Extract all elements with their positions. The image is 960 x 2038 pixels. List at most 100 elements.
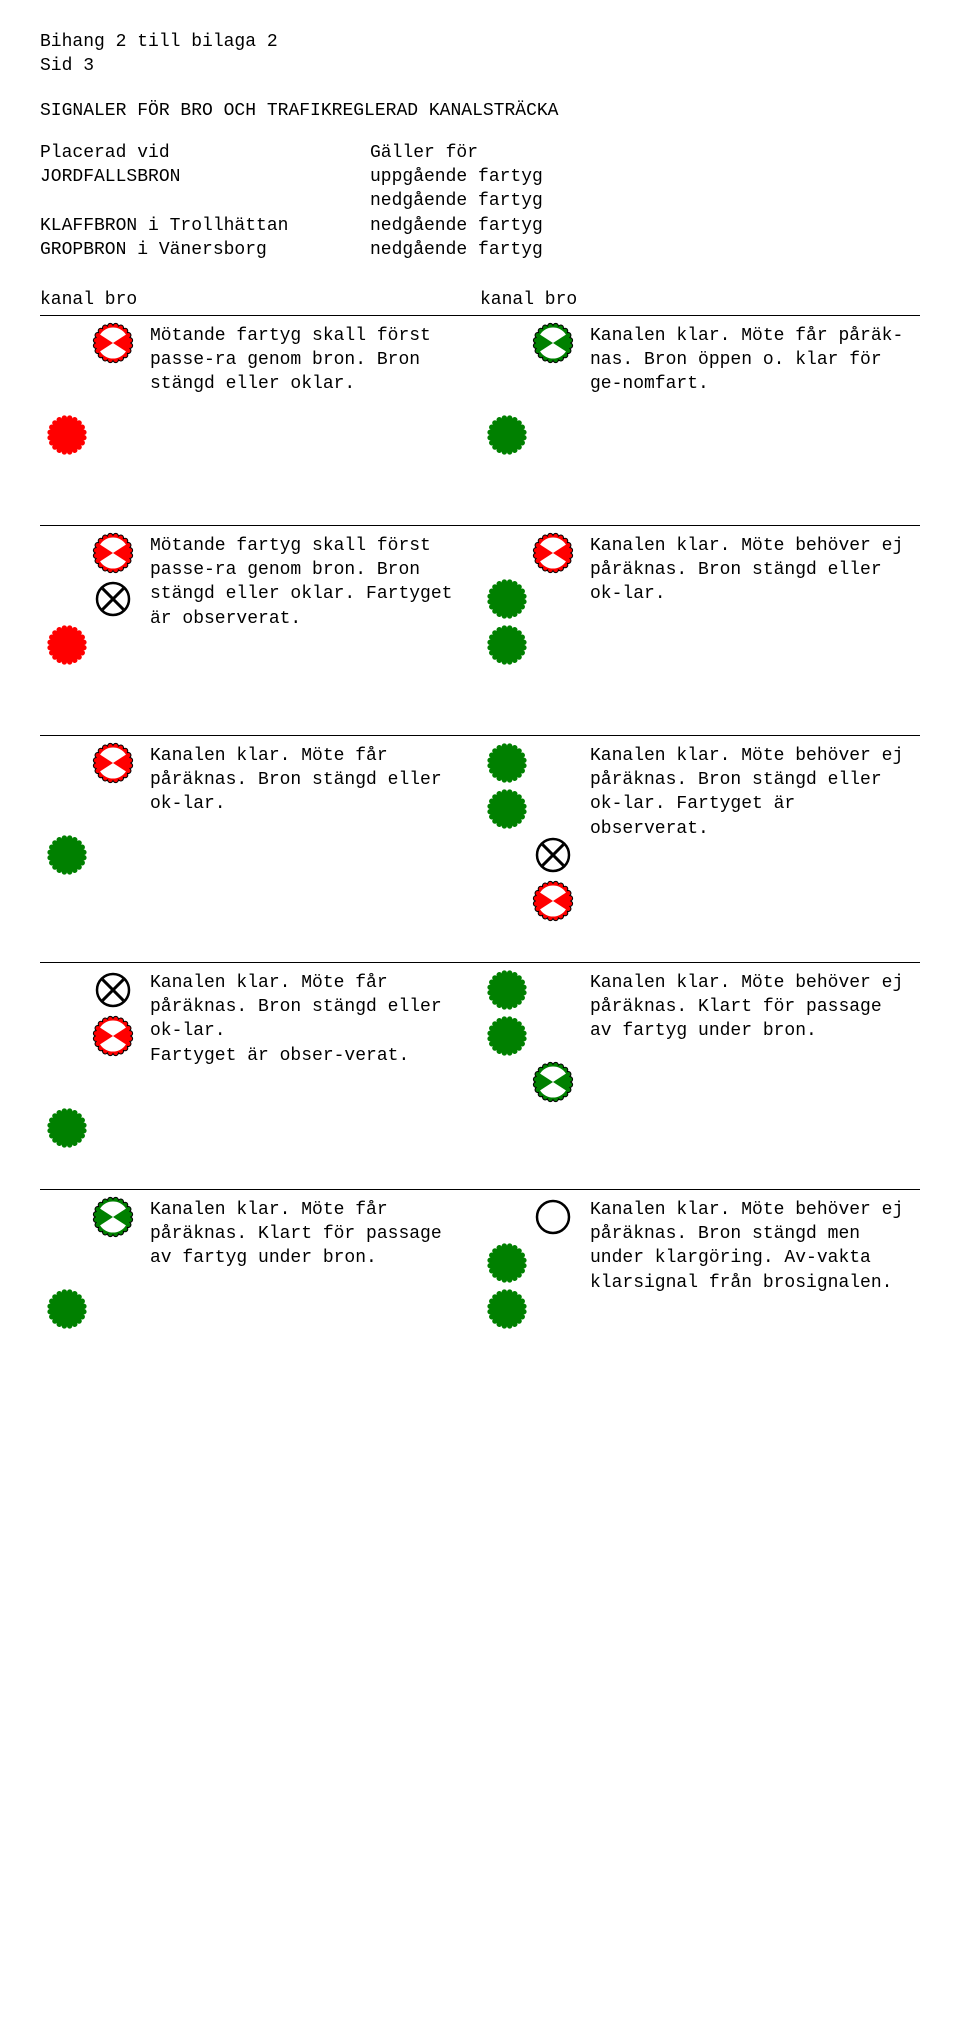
placement-right: uppgående fartyg (370, 165, 920, 189)
signal-lights (486, 1196, 586, 1330)
light-slot (532, 624, 574, 666)
light-row (486, 624, 586, 666)
light-slot (46, 368, 88, 410)
signal-cell: Kanalen klar. Möte får påräknas. Bron st… (40, 962, 480, 1189)
light-slot (92, 1107, 134, 1149)
col-header-left: kanal bro (40, 288, 480, 312)
light-row (46, 1288, 146, 1330)
light-empty-icon (92, 414, 134, 456)
light-green-solid-icon (486, 742, 528, 784)
signal-lights (486, 322, 586, 456)
bihang-line: Bihang 2 till bilaga 2 (40, 30, 920, 54)
light-white-cross-icon (92, 578, 134, 620)
light-slot (486, 788, 528, 830)
light-green-bowtie-icon (92, 1196, 134, 1238)
signal-column-headers: kanal bro kanal bro (40, 288, 920, 312)
light-empty-icon (532, 788, 574, 830)
light-slot (46, 1288, 88, 1330)
placement-col-left-header: Placerad vid (40, 141, 370, 165)
light-slot (532, 788, 574, 830)
light-slot (486, 1288, 528, 1330)
light-green-bowtie-icon (532, 322, 574, 364)
placement-right: nedgående fartyg (370, 238, 920, 262)
light-green-solid-icon (46, 834, 88, 876)
light-slot (486, 742, 528, 784)
light-empty-icon (486, 880, 528, 922)
light-empty-icon (532, 1015, 574, 1057)
light-empty-icon (92, 1242, 134, 1284)
light-slot (532, 1288, 574, 1330)
light-row (46, 414, 146, 456)
light-empty-icon (486, 532, 528, 574)
signal-cell: Kanalen klar. Möte behöver ej påräknas. … (480, 735, 920, 962)
light-slot (92, 1015, 134, 1057)
signal-cell: Mötande fartyg skall först passe-ra geno… (40, 525, 480, 735)
light-red-bowtie-icon (532, 532, 574, 574)
light-row (486, 368, 586, 410)
light-slot (92, 624, 134, 666)
light-row (46, 624, 146, 666)
signal-description: Mötande fartyg skall först passe-ra geno… (146, 322, 474, 397)
light-green-solid-icon (46, 1288, 88, 1330)
signal-description: Kanalen klar. Möte behöver ej påräknas. … (586, 742, 914, 841)
light-row (46, 368, 146, 410)
light-slot (532, 1196, 574, 1238)
light-empty-icon (532, 1288, 574, 1330)
col-header-right: kanal bro (480, 288, 920, 312)
light-green-solid-icon (486, 414, 528, 456)
light-empty-icon (92, 624, 134, 666)
light-empty-icon (486, 368, 528, 410)
light-empty-icon (532, 578, 574, 620)
light-slot (46, 532, 88, 574)
light-red-solid-icon (46, 624, 88, 666)
signal-description: Kanalen klar. Möte får påräknas. Klart f… (146, 1196, 474, 1271)
light-row (486, 578, 586, 620)
signal-description: Kanalen klar. Möte behöver ej påräknas. … (586, 1196, 914, 1295)
signal-description: Mötande fartyg skall först passe-ra geno… (146, 532, 474, 631)
signal-lights (46, 969, 146, 1149)
light-slot (486, 1061, 528, 1103)
light-white-cross-icon (532, 834, 574, 876)
light-empty-icon (532, 368, 574, 410)
placement-right: nedgående fartyg (370, 189, 920, 213)
light-slot (46, 1242, 88, 1284)
signal-cell: Kanalen klar. Möte får påräknas. Klart f… (40, 1189, 480, 1399)
signal-cell: Kanalen klar. Möte behöver ej påräknas. … (480, 1189, 920, 1399)
light-empty-icon (46, 532, 88, 574)
light-empty-icon (46, 578, 88, 620)
light-empty-icon (486, 1061, 528, 1103)
signal-lights (46, 1196, 146, 1330)
light-empty-icon (92, 788, 134, 830)
light-slot (46, 834, 88, 876)
light-slot (46, 742, 88, 784)
light-slot (532, 532, 574, 574)
light-red-bowtie-icon (532, 880, 574, 922)
light-slot (532, 1242, 574, 1284)
light-slot (46, 1015, 88, 1057)
light-slot (92, 322, 134, 364)
placement-left (40, 189, 370, 213)
signal-lights (46, 322, 146, 456)
light-row (46, 322, 146, 364)
light-slot (486, 969, 528, 1011)
light-slot (92, 414, 134, 456)
light-empty-icon (46, 1242, 88, 1284)
light-row (486, 1288, 586, 1330)
light-green-solid-icon (486, 1015, 528, 1057)
signal-lights (46, 532, 146, 666)
placement-table: Placerad vid Gäller för JORDFALLSBRON up… (40, 141, 920, 262)
placement-left: KLAFFBRON i Trollhättan (40, 214, 370, 238)
light-slot (532, 368, 574, 410)
light-row (486, 1015, 586, 1057)
light-slot (532, 414, 574, 456)
light-slot (486, 322, 528, 364)
light-row (486, 1061, 586, 1103)
light-slot (486, 1015, 528, 1057)
light-red-bowtie-icon (92, 742, 134, 784)
light-slot (92, 1288, 134, 1330)
light-slot (532, 880, 574, 922)
light-slot (46, 1196, 88, 1238)
placement-left: GROPBRON i Vänersborg (40, 238, 370, 262)
light-red-bowtie-icon (92, 322, 134, 364)
signal-grid: Mötande fartyg skall först passe-ra geno… (40, 315, 920, 1399)
